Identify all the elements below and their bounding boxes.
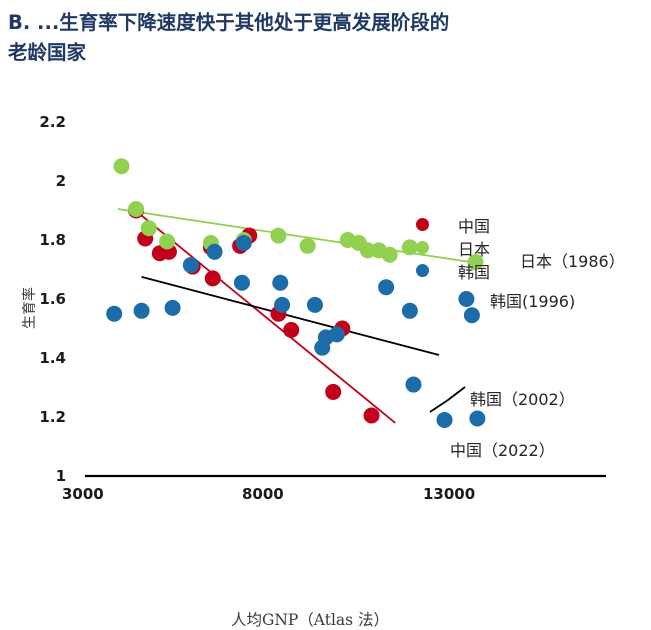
x-axis-label: 人均GNP（Atlas 法）	[230, 611, 390, 629]
y-axis-label: 生育率	[22, 287, 38, 329]
y-tick-2.2: 2.2	[39, 113, 66, 131]
data-point[interactable]	[204, 270, 221, 287]
scatter-chart: 2.2 2 1.8 1.6 1.4 1.2 1 3000 8000 13000 …	[0, 100, 651, 629]
data-point[interactable]	[325, 383, 342, 400]
legend-label-china: 中国	[458, 216, 491, 236]
data-point[interactable]	[159, 233, 176, 250]
data-point[interactable]	[401, 239, 418, 256]
page-title-line-2: 老龄国家	[8, 41, 87, 64]
legend-swatch-korea	[416, 264, 429, 277]
data-point[interactable]	[128, 201, 145, 218]
annotation-korea-1996: 韩国(1996)	[490, 292, 576, 311]
page-title: B. ...生育率下降速度快于其他处于更高发展阶段的 老龄国家	[8, 8, 648, 68]
data-point[interactable]	[235, 234, 252, 251]
data-point[interactable]	[436, 411, 453, 428]
y-tick-1.2: 1.2	[39, 408, 66, 426]
data-point[interactable]	[206, 243, 223, 260]
data-point[interactable]	[283, 321, 300, 338]
annotation-china-2022: 中国（2022）	[450, 441, 555, 460]
annotation-leader-lines	[429, 386, 466, 413]
data-point[interactable]	[182, 257, 199, 274]
data-point[interactable]	[270, 227, 287, 244]
data-point[interactable]	[359, 242, 376, 259]
x-tick-8000: 8000	[242, 485, 284, 503]
data-point[interactable]	[378, 279, 395, 296]
trendline-韩国趋势线	[141, 276, 440, 356]
chart-legend: 中国 日本 韩国	[416, 213, 536, 282]
data-point[interactable]	[106, 305, 123, 322]
data-point[interactable]	[233, 274, 250, 291]
legend-item-korea[interactable]: 韩国	[416, 259, 536, 282]
x-tick-13000: 13000	[423, 485, 476, 503]
data-point[interactable]	[299, 237, 316, 254]
data-point[interactable]	[467, 254, 484, 271]
y-tick-2.0: 2	[55, 172, 66, 190]
legend-label-korea: 韩国	[458, 262, 491, 282]
legend-item-japan[interactable]: 日本	[416, 236, 536, 259]
y-tick-1.6: 1.6	[39, 290, 66, 308]
data-point[interactable]	[458, 291, 475, 307]
data-point[interactable]	[469, 410, 486, 427]
leader-line-korea-2002	[429, 386, 466, 413]
data-point[interactable]	[381, 246, 398, 263]
annotation-korea-2002: 韩国（2002）	[470, 390, 575, 409]
data-point[interactable]	[363, 407, 380, 424]
data-point[interactable]	[405, 376, 422, 393]
y-tick-1.4: 1.4	[39, 349, 66, 367]
legend-swatch-china	[416, 218, 429, 231]
trendline-中国趋势线	[134, 209, 396, 424]
legend-swatch-japan	[416, 241, 429, 254]
data-point[interactable]	[328, 326, 345, 343]
x-tick-3000: 3000	[62, 485, 104, 503]
data-point[interactable]	[401, 302, 418, 319]
y-tick-1.0: 1	[55, 467, 66, 485]
data-point[interactable]	[164, 299, 181, 316]
trendline-日本趋势线	[117, 208, 482, 265]
page-title-line-1: B. ...生育率下降速度快于其他处于更高发展阶段的	[8, 11, 450, 34]
data-point[interactable]	[133, 302, 150, 319]
data-points-group	[106, 158, 486, 428]
trendlines-group	[117, 208, 482, 424]
data-point[interactable]	[272, 274, 289, 291]
data-point[interactable]	[306, 296, 323, 313]
legend-label-japan: 日本	[458, 239, 491, 259]
data-point[interactable]	[274, 296, 291, 313]
data-point[interactable]	[113, 158, 130, 175]
plot-canvas	[85, 158, 606, 478]
y-tick-1.8: 1.8	[39, 231, 66, 249]
data-point[interactable]	[140, 220, 157, 237]
legend-item-china[interactable]: 中国	[416, 213, 536, 236]
data-point[interactable]	[463, 307, 480, 324]
annotation-japan-1986: 日本（1986）	[520, 252, 625, 271]
chart-page: B. ...生育率下降速度快于其他处于更高发展阶段的 老龄国家 2.2 2 1.…	[0, 8, 651, 629]
